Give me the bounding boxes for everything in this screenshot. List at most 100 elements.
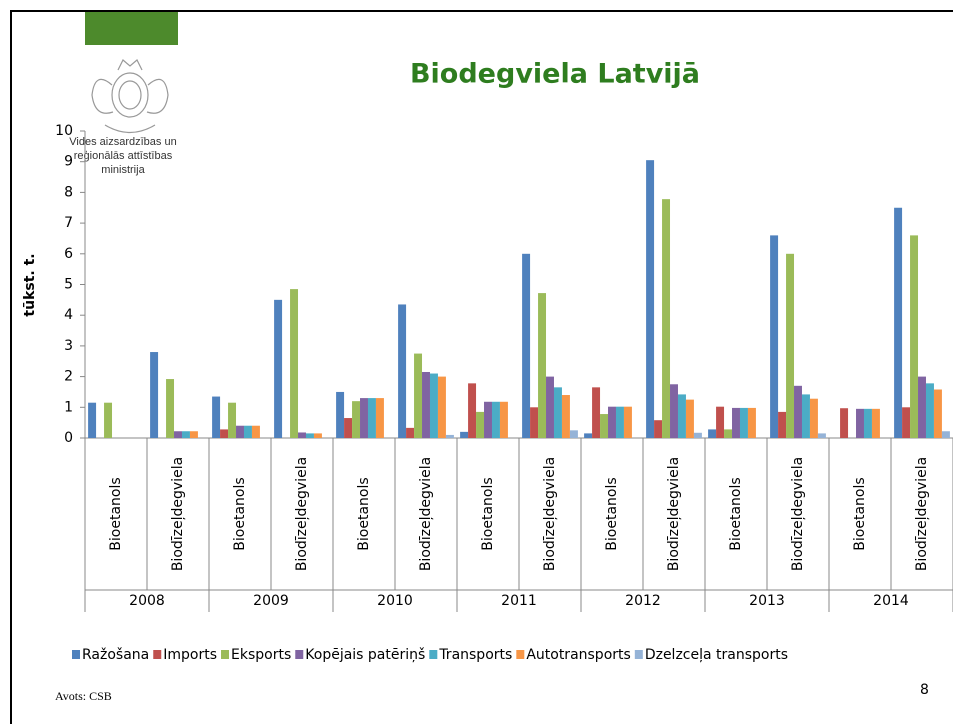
- x-tick-label: Biodīzeļdegviela: [914, 457, 930, 571]
- bar: [809, 398, 818, 438]
- bar: [313, 433, 322, 438]
- bar: [181, 431, 190, 438]
- bar: [236, 425, 244, 438]
- x-tick-label: Biodīzeļdegviela: [294, 457, 310, 571]
- bar: [414, 353, 423, 438]
- group-label: 2012: [625, 593, 661, 609]
- group-label: 2008: [129, 593, 165, 609]
- logo-text: reģionālās attīstības: [74, 149, 173, 162]
- bar: [367, 398, 376, 438]
- bar: [817, 433, 826, 438]
- legend-label: Transports: [438, 647, 512, 663]
- bar: [654, 420, 663, 438]
- bar: [840, 408, 849, 438]
- bar: [646, 160, 655, 439]
- page-number: 8: [920, 682, 929, 698]
- bar: [220, 429, 229, 438]
- bar: [352, 401, 361, 438]
- bar: [584, 433, 593, 438]
- bar: [150, 352, 159, 438]
- bar: [739, 407, 748, 438]
- bar: [894, 207, 903, 438]
- group-label: 2014: [873, 593, 909, 609]
- bar: [460, 431, 469, 438]
- bar: [336, 391, 345, 438]
- bar: [344, 418, 353, 438]
- legend-swatch: [634, 650, 643, 659]
- y-tick-label: 8: [64, 184, 73, 200]
- y-tick-label: 0: [64, 430, 73, 446]
- y-tick-label: 9: [64, 154, 73, 170]
- bar: [786, 253, 795, 438]
- group-label: 2009: [253, 593, 289, 609]
- bar: [484, 401, 492, 438]
- legend-label: Kopējais patēriņš: [305, 647, 425, 663]
- bar: [778, 411, 787, 438]
- legend-label: Imports: [163, 647, 217, 663]
- logo-text: Vides aizsardzības un: [69, 136, 176, 148]
- y-tick-label: 3: [64, 338, 73, 354]
- bar: [925, 383, 934, 438]
- bar: [243, 425, 252, 438]
- x-tick-label: Bioetanols: [728, 477, 744, 550]
- bar: [623, 406, 632, 438]
- bar: [794, 385, 802, 438]
- bar: [902, 407, 911, 438]
- bar: [166, 379, 175, 438]
- x-tick-label: Biodīzeļdegviela: [170, 457, 186, 571]
- x-tick-label: Biodīzeļdegviela: [790, 457, 806, 571]
- bar: [732, 407, 740, 438]
- y-tick-label: 2: [64, 369, 73, 385]
- x-tick-label: Bioetanols: [356, 477, 372, 550]
- legend-swatch: [72, 650, 80, 659]
- bar: [716, 406, 725, 438]
- chart-title: Biodegviela Latvijā: [410, 59, 700, 90]
- bar: [918, 376, 926, 438]
- header-bar: [85, 12, 178, 45]
- bar: [553, 387, 562, 438]
- legend-swatch: [295, 650, 304, 659]
- y-tick-label: 4: [64, 307, 73, 323]
- bar: [274, 299, 283, 438]
- bar: [600, 414, 609, 438]
- bar: [398, 304, 407, 438]
- legend-label: Ražošana: [82, 647, 149, 663]
- bar: [670, 384, 678, 438]
- bar: [569, 430, 578, 438]
- x-tick-label: Biodīzeļdegviela: [666, 457, 682, 571]
- bar: [522, 253, 531, 438]
- y-tick-label: 10: [55, 123, 73, 139]
- bar: [499, 401, 508, 438]
- x-tick-label: Biodīzeļdegviela: [542, 457, 558, 571]
- source: Avots: CSB: [55, 689, 112, 703]
- bar: [406, 427, 415, 438]
- x-tick-label: Bioetanols: [852, 477, 868, 550]
- bar: [375, 398, 384, 438]
- legend-label: Autotransports: [526, 647, 631, 663]
- y-tick-label: 7: [64, 215, 73, 231]
- group-label: 2013: [749, 593, 785, 609]
- group-label: 2010: [377, 593, 413, 609]
- bar: [429, 373, 438, 438]
- y-tick-label: 6: [64, 246, 73, 262]
- bar: [422, 371, 430, 438]
- bar: [615, 406, 624, 438]
- bar: [491, 401, 500, 438]
- bar: [708, 429, 717, 438]
- bar: [592, 387, 601, 438]
- bar: [468, 383, 477, 438]
- x-tick-label: Bioetanols: [232, 477, 248, 550]
- bar: [437, 376, 446, 438]
- bar: [476, 411, 485, 438]
- bar: [871, 408, 880, 438]
- legend-swatch: [516, 650, 525, 659]
- legend-swatch: [153, 650, 162, 659]
- bar: [863, 408, 872, 438]
- bar: [561, 395, 570, 438]
- bar: [228, 402, 237, 438]
- bar: [104, 402, 113, 438]
- x-tick-label: Bioetanols: [108, 477, 124, 550]
- y-axis-label: tūkst. t.: [22, 253, 38, 316]
- bar: [189, 431, 198, 438]
